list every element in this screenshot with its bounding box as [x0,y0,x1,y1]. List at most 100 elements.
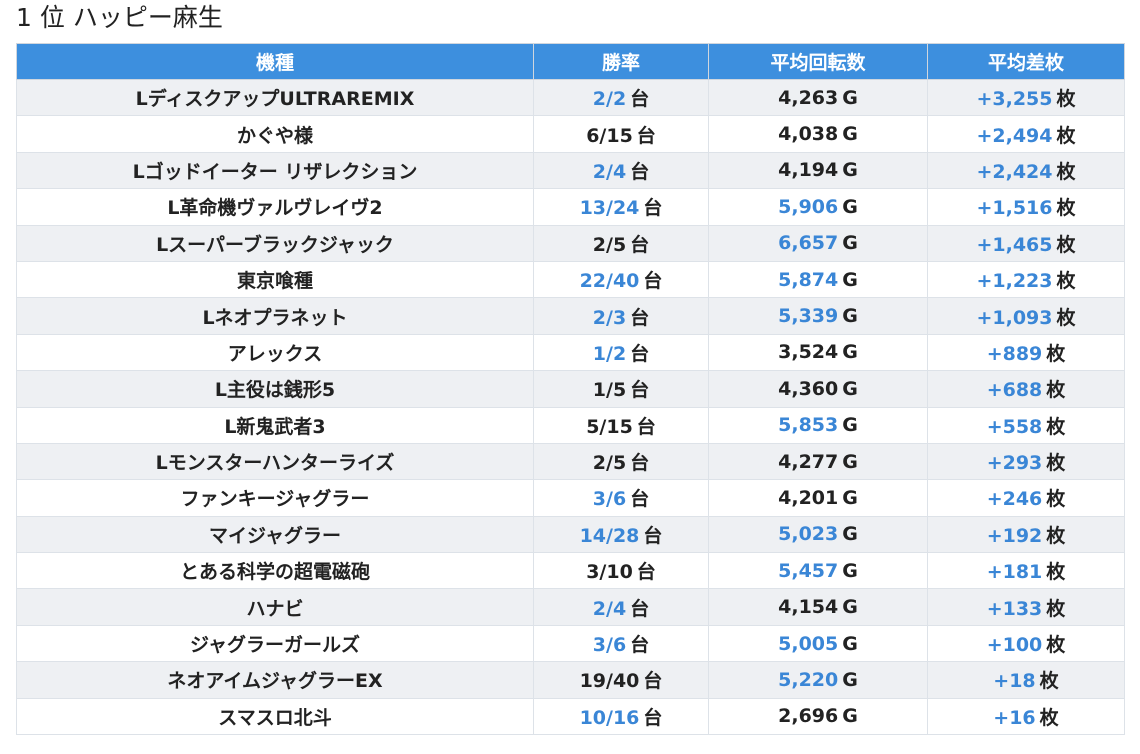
avg-spins-cell: 5,023 G [708,515,928,554]
header-win-rate[interactable]: 勝率 [533,43,709,80]
machine-name-cell[interactable]: ネオアイムジャグラーEX [16,661,534,699]
avg-diff-cell: +2,424 枚 [927,151,1125,190]
unit-mai-label: 枚 [1056,270,1076,293]
avg-diff-cell: +192 枚 [927,515,1125,554]
win-rate-value: 2/4 [592,597,627,620]
avg-diff-value: +688 [986,379,1043,402]
avg-diff-cell: +133 枚 [927,588,1125,626]
avg-diff-value: +1,465 [976,233,1053,256]
unit-g-label: G [842,159,858,182]
avg-diff-value: +16 [993,706,1036,729]
unit-dai-label: 台 [630,306,650,329]
unit-dai-label: 台 [643,670,663,693]
machine-name-cell[interactable]: L革命機ヴァルヴレイヴ2 [16,188,534,226]
win-rate-cell: 3/6 台 [533,624,709,663]
unit-dai-label: 台 [643,270,663,293]
machine-name-cell[interactable]: L主役は銭形5 [16,370,534,408]
rank-label: 1 位 [16,3,65,32]
machine-name-cell[interactable]: ファンキージャグラー [16,479,534,517]
table-row: マイジャグラー 14/28 台 5,023 G +192 枚 [16,515,1125,554]
machine-name-cell[interactable]: L新鬼武者3 [16,406,534,444]
avg-spins-cell: 3,524 G [708,333,928,372]
unit-dai-label: 台 [643,706,663,729]
win-rate-value: 1/5 [592,379,627,402]
win-rate-value: 6/15 [586,124,633,147]
unit-mai-label: 枚 [1046,634,1066,657]
unit-g-label: G [842,232,858,255]
win-rate-cell: 1/2 台 [533,333,709,372]
unit-g-label: G [842,268,858,291]
machine-name-cell[interactable]: Lネオプラネット [16,297,534,335]
unit-dai-label: 台 [630,488,650,511]
table-header-row: 機種 勝率 平均回転数 平均差枚 [16,43,1125,80]
avg-spins-value: 5,339 [778,305,839,328]
avg-diff-cell: +18 枚 [927,661,1125,699]
machine-name-cell[interactable]: とある科学の超電磁砲 [16,552,534,590]
machine-name-cell[interactable]: Lゴッドイーター リザレクション [16,151,534,190]
table-row: 東京喰種 22/40 台 5,874 G +1,223 枚 [16,260,1125,299]
unit-mai-label: 枚 [1039,670,1059,693]
header-machine[interactable]: 機種 [16,43,534,80]
unit-g-label: G [842,450,858,473]
avg-diff-value: +1,516 [976,197,1053,220]
machine-name-cell[interactable]: LディスクアップULTRAREMIX [16,78,534,117]
unit-mai-label: 枚 [1046,524,1066,547]
win-rate-cell: 2/5 台 [533,224,709,262]
unit-mai-label: 枚 [1046,597,1066,620]
page-title: 1 位ハッピー麻生 [16,0,223,36]
avg-diff-cell: +1,465 枚 [927,224,1125,262]
table-row: かぐや様 6/15 台 4,038 G +2,494 枚 [16,115,1125,153]
avg-diff-cell: +688 枚 [927,370,1125,408]
machine-name-cell[interactable]: ハナビ [16,588,534,626]
avg-diff-value: +1,093 [976,306,1053,329]
avg-diff-value: +246 [986,488,1043,511]
machine-name-cell[interactable]: Lモンスターハンターライズ [16,442,534,481]
table-row: Lゴッドイーター リザレクション 2/4 台 4,194 G +2,424 枚 [16,151,1125,190]
win-rate-cell: 14/28 台 [533,515,709,554]
avg-spins-cell: 4,154 G [708,588,928,626]
table-row: アレックス 1/2 台 3,524 G +889 枚 [16,333,1125,372]
header-avg-spins[interactable]: 平均回転数 [708,43,928,80]
machine-name-cell[interactable]: Lスーパーブラックジャック [16,224,534,262]
header-avg-diff[interactable]: 平均差枚 [927,43,1125,80]
avg-diff-cell: +558 枚 [927,406,1125,444]
win-rate-value: 14/28 [579,524,640,547]
win-rate-cell: 5/15 台 [533,406,709,444]
table-row: ネオアイムジャグラーEX 19/40 台 5,220 G +18 枚 [16,661,1125,699]
machine-name-cell[interactable]: かぐや様 [16,115,534,153]
machine-name-cell[interactable]: アレックス [16,333,534,372]
unit-g-label: G [842,195,858,218]
avg-spins-value: 5,457 [778,559,839,582]
unit-mai-label: 枚 [1056,160,1076,183]
win-rate-cell: 6/15 台 [533,115,709,153]
avg-diff-cell: +246 枚 [927,479,1125,517]
unit-g-label: G [842,377,858,400]
avg-spins-cell: 4,201 G [708,479,928,517]
unit-dai-label: 台 [630,452,650,475]
unit-mai-label: 枚 [1056,124,1076,147]
unit-g-label: G [842,305,858,328]
avg-diff-value: +2,494 [976,124,1053,147]
unit-dai-label: 台 [643,524,663,547]
unit-mai-label: 枚 [1056,197,1076,220]
avg-spins-value: 5,220 [778,668,839,691]
unit-dai-label: 台 [636,415,656,438]
machine-name-cell[interactable]: マイジャグラー [16,515,534,554]
avg-spins-cell: 5,874 G [708,260,928,299]
avg-diff-cell: +1,223 枚 [927,260,1125,299]
ranking-table: 機種 勝率 平均回転数 平均差枚 LディスクアップULTRAREMIX 2/2 台 4… [16,43,1125,736]
avg-spins-cell: 6,657 G [708,224,928,262]
win-rate-value: 5/15 [586,415,633,438]
unit-dai-label: 台 [630,233,650,256]
avg-spins-value: 5,005 [778,632,839,655]
win-rate-value: 22/40 [579,270,640,293]
win-rate-cell: 13/24 台 [533,188,709,226]
avg-diff-cell: +16 枚 [927,697,1125,736]
machine-name-cell[interactable]: 東京喰種 [16,260,534,299]
win-rate-value: 13/24 [579,197,640,220]
table-row: スマスロ北斗 10/16 台 2,696 G +16 枚 [16,697,1125,736]
machine-name-cell[interactable]: ジャグラーガールズ [16,624,534,663]
machine-name-cell[interactable]: スマスロ北斗 [16,697,534,736]
win-rate-cell: 22/40 台 [533,260,709,299]
table-row: Lモンスターハンターライズ 2/5 台 4,277 G +293 枚 [16,442,1125,481]
